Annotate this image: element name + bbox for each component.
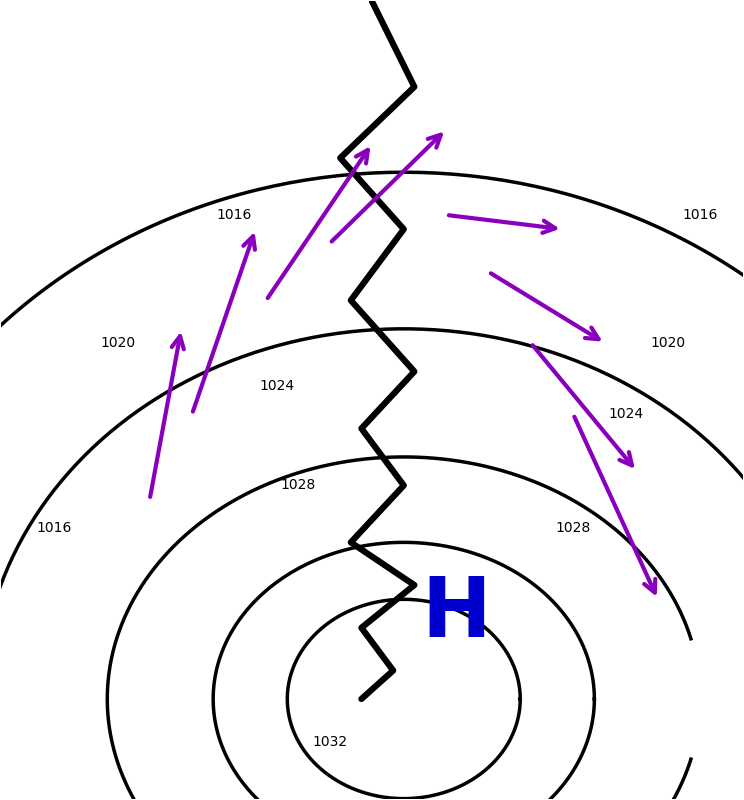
- Text: 1020: 1020: [100, 336, 135, 350]
- Text: 1016: 1016: [217, 208, 252, 222]
- Text: 1016: 1016: [682, 208, 718, 222]
- Text: 1028: 1028: [556, 521, 591, 535]
- Text: 1028: 1028: [280, 478, 315, 493]
- Text: 1024: 1024: [259, 378, 295, 393]
- Text: 1020: 1020: [651, 336, 686, 350]
- Text: 1032: 1032: [312, 734, 347, 749]
- Text: 1024: 1024: [609, 407, 644, 422]
- Text: H: H: [422, 573, 492, 654]
- Text: 1016: 1016: [36, 521, 72, 535]
